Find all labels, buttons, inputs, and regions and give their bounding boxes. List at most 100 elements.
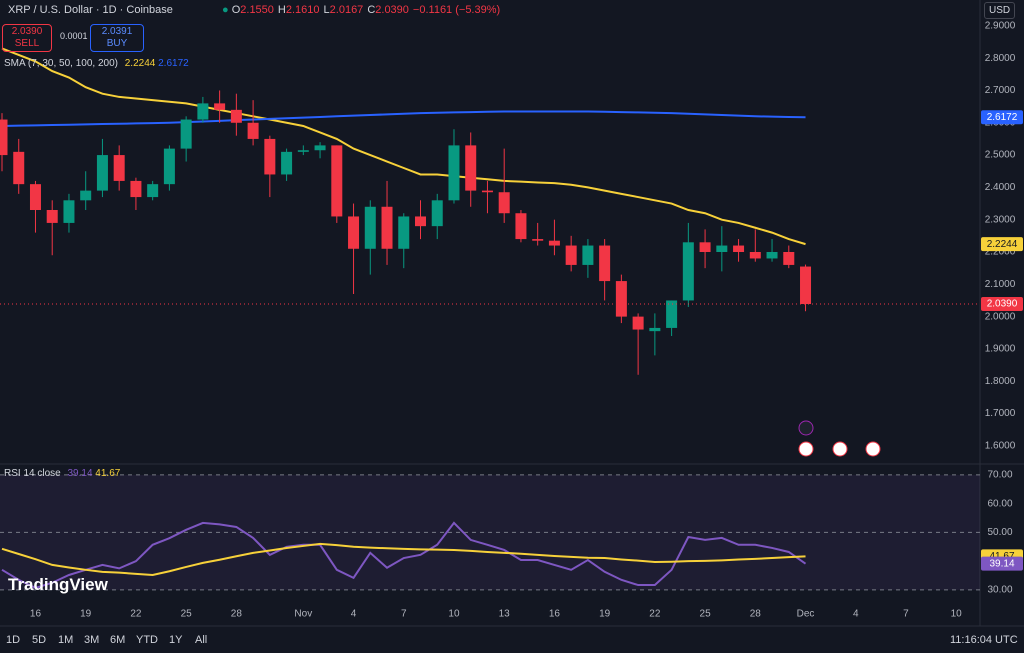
range-button[interactable]: 1M: [58, 634, 74, 646]
candle-body: [348, 216, 360, 249]
symbol-title[interactable]: XRP / U.S. Dollar · 1D · Coinbase: [8, 4, 173, 16]
ohlc-legend: ● O2.1550 H2.1610 L2.0167 C2.0390 −0.1161 (−…: [222, 4, 500, 16]
rsi-value: 39.14: [67, 468, 93, 479]
candle-body: [431, 200, 443, 227]
x-tick-label: 25: [700, 609, 712, 620]
clock: 11:16:04 UTC: [950, 634, 1018, 646]
candle-body: [548, 240, 560, 246]
price-label: 39.14: [989, 558, 1014, 569]
ohlc-key: L: [323, 4, 330, 16]
y-tick-label: 2.0000: [985, 311, 1016, 322]
x-tick-label: 16: [549, 609, 561, 620]
x-tick-label: 16: [30, 609, 42, 620]
sell-label: SELL: [14, 38, 40, 49]
candle-body: [281, 151, 293, 175]
y-tick-label: 2.4000: [985, 182, 1016, 193]
candle-body: [381, 206, 393, 249]
sma-value: 2.6172: [158, 58, 189, 69]
candle-body: [733, 245, 745, 252]
price-label: 41.67: [989, 551, 1014, 562]
event-icons: [798, 420, 881, 457]
currency-button[interactable]: USD: [984, 2, 1016, 19]
rsi-name: RSI 14 close: [4, 468, 61, 479]
event-icon[interactable]: [798, 441, 814, 457]
y-tick-label: 2.7000: [985, 85, 1016, 96]
candle-body: [29, 184, 41, 210]
event-icon[interactable]: [865, 441, 881, 457]
x-tick-label: 25: [181, 609, 193, 620]
range-button[interactable]: 5D: [32, 634, 47, 646]
range-button[interactable]: 1Y: [169, 634, 183, 646]
candle-body: [96, 155, 108, 191]
sma-name: SMA (7, 30, 50, 100, 200): [4, 58, 118, 69]
rsi-legend[interactable]: RSI 14 close 39.14 41.67: [4, 468, 120, 479]
y-tick-label: 30.00: [987, 585, 1012, 596]
sell-price: 2.0390: [11, 26, 43, 37]
event-icon[interactable]: [832, 441, 848, 457]
candle-body: [800, 266, 812, 305]
candle-body: [532, 239, 544, 241]
x-tick-label: 19: [599, 609, 611, 620]
price-label-box: [981, 556, 1023, 571]
ohlc-value: 2.1550: [240, 4, 274, 16]
candle-body: [130, 180, 142, 198]
x-tick-label: 7: [903, 609, 909, 620]
y-tick-label: 2.3000: [985, 214, 1016, 225]
y-tick-label: 1.9000: [985, 344, 1016, 355]
candle-body: [63, 200, 75, 223]
x-tick-label: 22: [649, 609, 661, 620]
range-button[interactable]: YTD: [136, 634, 158, 646]
ohlc-key: C: [367, 4, 376, 16]
candle-body: [113, 155, 125, 181]
candle-body: [666, 300, 678, 328]
candle-body: [498, 192, 510, 214]
range-button[interactable]: All: [195, 634, 208, 646]
sell-button[interactable]: 2.0390 SELL: [2, 24, 52, 52]
candle-body: [632, 316, 644, 330]
x-tick-label: 10: [951, 609, 963, 620]
candle-body: [230, 109, 242, 123]
buy-price: 2.0391: [101, 26, 133, 37]
change: −0.1161 (−5.39%): [412, 4, 501, 16]
candle-body: [331, 145, 343, 217]
spread: 0.0001: [60, 31, 88, 41]
range-button[interactable]: 1D: [6, 634, 21, 646]
x-tick-label: 28: [750, 609, 762, 620]
candle-body: [465, 145, 477, 191]
y-tick-label: 60.00: [987, 498, 1012, 509]
buy-button[interactable]: 2.0391 BUY: [90, 24, 144, 52]
line: [1, 110, 806, 127]
x-tick-label: Nov: [294, 609, 312, 620]
sma-value: 2.2244: [124, 58, 156, 69]
candle-body: [214, 103, 226, 110]
status-dot: ●: [222, 4, 232, 16]
x-tick-label: 4: [853, 609, 859, 620]
candle-body: [415, 216, 426, 227]
y-tick-label: 1.7000: [985, 408, 1016, 419]
candle-body: [46, 210, 58, 223]
candle-body: [247, 122, 259, 139]
line: [1, 521, 807, 589]
ohlc-key: H: [277, 4, 286, 16]
candle-body: [766, 252, 778, 259]
candle-body: [0, 119, 8, 156]
price-label: 2.2244: [987, 239, 1018, 250]
buy-label: BUY: [106, 38, 128, 49]
logo: TradingView: [8, 575, 108, 594]
candle-body: [783, 252, 795, 265]
candle-body: [314, 145, 326, 151]
y-tick-label: 2.2000: [985, 247, 1016, 258]
ohlc-value: 2.0167: [329, 4, 364, 16]
candle-body: [682, 242, 694, 301]
sma-legend[interactable]: SMA (7, 30, 50, 100, 200) 2.2244 2.6172: [4, 58, 189, 69]
candle-body: [599, 245, 611, 282]
range-button[interactable]: 3M: [84, 634, 100, 646]
x-tick-label: 10: [448, 609, 460, 620]
range-button[interactable]: 6M: [110, 634, 126, 646]
candle-body: [180, 119, 192, 149]
ohlc-key: O: [231, 4, 241, 16]
candle-body: [582, 245, 594, 265]
event-icon[interactable]: [798, 420, 814, 436]
candle-body: [297, 150, 309, 152]
